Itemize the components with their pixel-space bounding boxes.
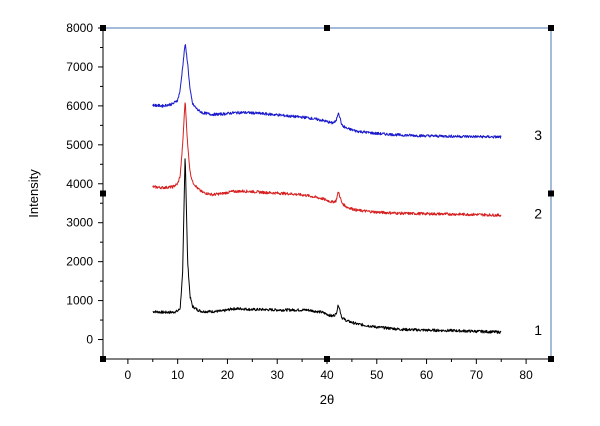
plot-frame	[102, 27, 552, 360]
y-tick-label: 0	[86, 333, 93, 347]
y-tick-label: 4000	[66, 177, 93, 191]
x-tick-label: 10	[171, 368, 185, 382]
y-tick-label: 5000	[66, 138, 93, 152]
x-tick-label: 0	[125, 368, 132, 382]
frame-handle	[548, 190, 554, 197]
y-tick-label: 2000	[66, 255, 93, 269]
y-axis: 0 1000 2000 3000 4000 5000 6000 7000 8000	[66, 21, 104, 360]
frame-handle	[548, 356, 554, 362]
series-line-1	[152, 158, 502, 334]
y-tick-label: 8000	[66, 21, 93, 35]
y-tick-label: 3000	[66, 216, 93, 230]
x-tick-label: 80	[519, 368, 533, 382]
y-axis-label: Intensity	[26, 169, 41, 218]
x-tick-label: 20	[221, 368, 235, 382]
series-label-2: 2	[534, 205, 542, 221]
series-layer	[152, 44, 502, 334]
frame-handle	[548, 25, 554, 31]
frame-handle	[100, 356, 106, 362]
frame-handles	[100, 25, 554, 362]
series-line-2	[152, 102, 502, 218]
series-label-3: 3	[534, 127, 542, 143]
frame-handle	[100, 190, 106, 197]
x-tick-label: 40	[320, 368, 334, 382]
frame-handle	[324, 25, 330, 31]
y-tick-label: 7000	[66, 60, 93, 74]
x-tick-label: 30	[271, 368, 285, 382]
y-tick-label: 1000	[66, 294, 93, 308]
x-tick-label: 60	[420, 368, 434, 382]
x-axis-label: 2θ	[320, 392, 334, 407]
series-label-1: 1	[534, 322, 542, 338]
x-tick-label: 50	[370, 368, 384, 382]
series-labels: 1 2 3	[534, 127, 542, 338]
y-tick-label: 6000	[66, 99, 93, 113]
series-line-3	[152, 44, 502, 139]
frame-handle	[324, 356, 330, 362]
frame-handle	[100, 25, 106, 31]
x-tick-label: 70	[470, 368, 484, 382]
x-axis: 0 10 20 30 40 50 60 70 80	[102, 358, 552, 382]
